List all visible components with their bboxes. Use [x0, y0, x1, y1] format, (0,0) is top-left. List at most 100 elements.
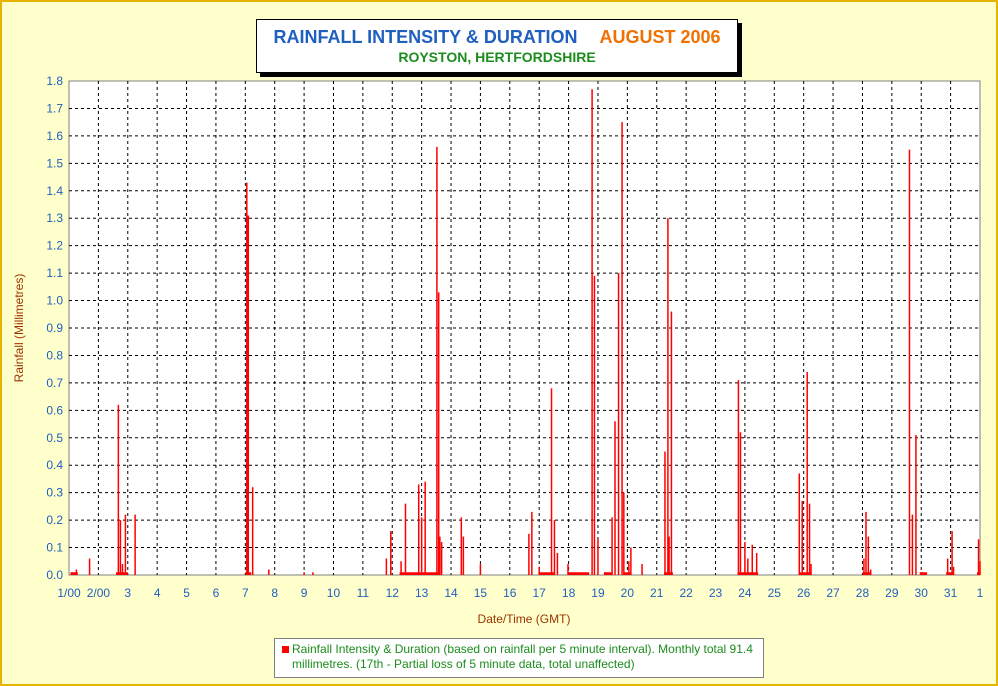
rainfall-bar	[623, 492, 625, 575]
rainfall-run	[799, 572, 812, 575]
x-tick-label: 21	[650, 586, 664, 600]
y-tick-label: 0.8	[46, 348, 63, 362]
x-tick-label: 4	[154, 586, 161, 600]
rainfall-bar	[591, 89, 593, 575]
x-tick-label: 6	[213, 586, 220, 600]
rainfall-bar	[979, 561, 981, 575]
rainfall-bar	[911, 514, 914, 575]
chart-title-main: RAINFALL INTENSITY & DURATION	[273, 27, 578, 47]
rainfall-bar	[641, 564, 643, 575]
y-tick-label: 0.5	[46, 431, 63, 445]
rainfall-bar	[71, 572, 73, 575]
y-tick-label: 1.7	[46, 101, 63, 115]
rainfall-bar	[119, 520, 122, 575]
rainfall-run	[539, 572, 554, 575]
rainfall-run	[946, 572, 954, 575]
rainfall-bar	[863, 558, 865, 575]
rainfall-bar	[538, 566, 540, 575]
rainfall-bar	[952, 566, 955, 575]
rainfall-run	[603, 572, 613, 575]
rainfall-run	[568, 572, 590, 575]
rainfall-bar	[801, 500, 803, 575]
rainfall-bar	[121, 564, 124, 575]
rainfall-bar	[124, 514, 127, 575]
rainfall-bar	[920, 572, 922, 575]
rainfall-bar	[460, 517, 463, 575]
chart-title: RAINFALL INTENSITY & DURATION AUGUST 2006	[257, 26, 737, 48]
rainfall-bar	[597, 539, 599, 575]
rainfall-bar	[420, 517, 423, 575]
x-tick-label: 28	[856, 586, 870, 600]
rainfall-bar	[247, 215, 250, 575]
rainfall-bar	[303, 572, 305, 575]
y-tick-label: 1.3	[46, 211, 63, 225]
rainfall-bar	[134, 514, 136, 575]
rainfall-bar	[621, 122, 623, 576]
rainfall-bar	[385, 558, 388, 575]
grid-lines	[69, 81, 980, 575]
y-tick-label: 1.4	[46, 184, 63, 198]
rainfall-bar	[604, 572, 607, 575]
rainfall-bar	[400, 561, 402, 575]
x-tick-label: 29	[885, 586, 899, 600]
y-axis-label: Rainfall (Millimetres)	[12, 274, 26, 383]
rainfall-bar	[630, 547, 632, 575]
x-tick-label: 24	[738, 586, 752, 600]
rainfall-bar	[869, 569, 872, 575]
rainfall-bar	[739, 432, 742, 575]
x-tick-label: 9	[301, 586, 308, 600]
rainfall-bar	[550, 388, 553, 575]
rainfall-bar	[593, 275, 596, 575]
y-tick-label: 0.3	[46, 486, 63, 500]
y-tick-label: 1.2	[46, 239, 63, 253]
y-tick-label: 0.0	[46, 568, 63, 582]
x-tick-label: 14	[444, 586, 458, 600]
rainfall-bar	[531, 511, 533, 575]
rainfall-bar	[424, 481, 426, 575]
rainfall-bar	[668, 536, 670, 575]
axes: 0.0 0.1 0.2 0.3 0.4 0.5 0.6 0.7 0.8 0.9 1.0 1.1 1.2 1…	[46, 74, 983, 600]
rainfall-bar	[404, 503, 407, 575]
legend: Rainfall Intensity & Duration (based on …	[274, 638, 764, 678]
rainfall-bar	[567, 564, 569, 575]
rainfall-run	[919, 572, 928, 575]
x-tick-label: 22	[679, 586, 693, 600]
y-tick-label: 0.7	[46, 376, 63, 390]
rainfall-series	[70, 89, 981, 576]
rainfall-bar	[810, 564, 812, 575]
rainfall-bar	[617, 273, 620, 575]
x-tick-label: 30	[915, 586, 929, 600]
x-tick-label: 3	[124, 586, 131, 600]
rainfall-bar	[798, 473, 801, 575]
rainfall-bar	[437, 292, 440, 575]
y-tick-label: 1.8	[46, 74, 63, 88]
rainfall-bar	[670, 311, 673, 575]
legend-text: Rainfall Intensity & Duration (based on …	[292, 642, 753, 671]
y-tick-label: 0.2	[46, 513, 63, 527]
y-tick-label: 1.0	[46, 294, 63, 308]
rainfall-bar	[436, 146, 438, 575]
x-tick-label: 10	[327, 586, 341, 600]
rainfall-bar	[977, 539, 980, 575]
rainfall-bar	[556, 553, 559, 575]
rainfall-bar	[755, 553, 758, 575]
x-tick-label: 8	[271, 586, 278, 600]
rainfall-bar	[75, 569, 78, 575]
chart-subtitle: ROYSTON, HERTFORDSHIRE	[398, 49, 596, 65]
rainfall-bar	[417, 484, 420, 575]
rainfall-bar	[908, 149, 911, 575]
rainfall-run	[624, 572, 631, 575]
rainfall-bar	[747, 558, 749, 575]
rainfall-bar	[528, 533, 530, 575]
y-tick-label: 0.4	[46, 458, 63, 472]
rainfall-bar	[479, 564, 482, 575]
x-tick-label: 15	[474, 586, 488, 600]
rainfall-bar	[462, 536, 465, 575]
x-axis-label: Date/Time (GMT)	[478, 612, 571, 626]
x-tick-label: 19	[591, 586, 605, 600]
y-tick-label: 0.1	[46, 541, 63, 555]
rainfall-bar	[440, 542, 443, 575]
x-tick-label: 18	[562, 586, 576, 600]
x-tick-label: 1/00	[57, 586, 81, 600]
rainfall-bar	[268, 569, 270, 575]
